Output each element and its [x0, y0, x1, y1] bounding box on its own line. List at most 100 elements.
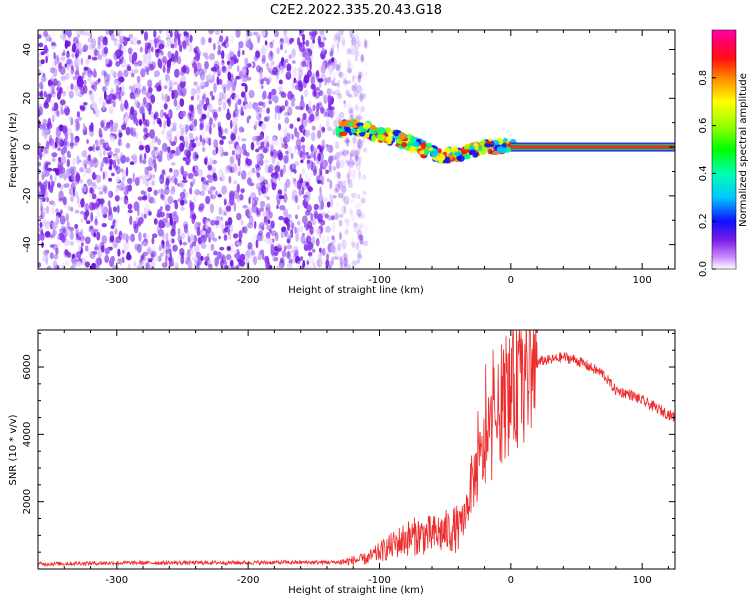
- spectrogram-noise-point: [45, 55, 48, 64]
- doppler-trace-point: [503, 137, 508, 142]
- spectrogram-noise-point: [345, 174, 351, 179]
- spectrogram-noise-point: [326, 234, 330, 243]
- spectrogram-noise-point: [94, 218, 98, 226]
- spectrogram-noise-point: [340, 262, 344, 269]
- spectrogram-noise-point: [116, 176, 120, 183]
- spectrogram-noise-point: [315, 109, 320, 117]
- spectrogram-noise-point: [190, 88, 197, 96]
- spectrogram-noise-point: [234, 102, 238, 111]
- spectrogram-noise-point: [236, 196, 240, 203]
- spectrogram-noise-point: [343, 205, 347, 214]
- spectrogram-noise-point: [200, 255, 204, 261]
- spectrogram-noise-point: [250, 251, 254, 261]
- spectrogram-noise-point: [144, 110, 147, 119]
- spectrogram-noise-point: [206, 252, 210, 261]
- colorbar-tick-label: 0.4: [698, 165, 709, 181]
- spectrogram-noise-point: [213, 63, 220, 73]
- spectrogram-noise-point: [256, 112, 262, 121]
- spectrogram-noise-point: [132, 220, 137, 230]
- spectrogram-noise-point: [354, 149, 359, 159]
- spectrogram-noise-point: [280, 38, 284, 43]
- spectrogram-noise-point: [114, 148, 121, 154]
- spectrogram-noise-point: [177, 35, 181, 46]
- spectrogram-noise-point: [347, 178, 353, 184]
- spectrogram-noise-point: [295, 105, 300, 110]
- spectrogram-noise-point: [55, 214, 60, 225]
- spectrogram-noise-point: [270, 243, 275, 253]
- spectrogram-noise-point: [328, 108, 335, 118]
- spectrogram-noise-point: [305, 235, 312, 244]
- spectrogram-noise-point: [256, 153, 261, 162]
- spectrogram-noise-point: [152, 120, 156, 125]
- spectrogram-noise-point: [263, 187, 269, 194]
- doppler-trace-point: [363, 122, 371, 130]
- spectrogram-noise-point: [151, 266, 155, 269]
- doppler-trace-point: [468, 149, 477, 156]
- spectrogram-noise-point: [64, 132, 69, 141]
- spectrogram-noise-point: [208, 72, 212, 81]
- spectrogram-noise-point: [180, 232, 186, 240]
- spectrogram-noise-point: [354, 161, 360, 167]
- spectrogram-noise-point: [312, 104, 316, 111]
- spectrogram-noise-point: [247, 222, 254, 229]
- spectrogram-noise-point: [347, 93, 352, 98]
- spectrogram-noise-point: [324, 213, 329, 219]
- doppler-trace-point: [369, 124, 376, 131]
- snr-xlabel: Height of straight line (km): [288, 585, 424, 596]
- spectrogram-noise-point: [219, 139, 224, 145]
- spectrogram-noise-point: [140, 260, 147, 268]
- spectrogram-noise-point: [61, 154, 66, 165]
- spectrogram-noise-point: [338, 219, 343, 227]
- spectrogram-noise-point: [310, 146, 317, 156]
- spectrogram-noise-point: [157, 228, 164, 237]
- spectrogram-noise-point: [217, 106, 222, 112]
- spectrogram-noise-point: [268, 164, 274, 173]
- spectrogram-noise-point: [133, 155, 138, 165]
- spectrogram-noise-point: [38, 109, 41, 118]
- spectrogram-noise-point: [364, 70, 368, 77]
- spectrogram-noise-point: [329, 73, 333, 79]
- spectrogram-noise-point: [352, 139, 359, 148]
- spectrogram-noise-point: [63, 183, 70, 189]
- spectrogram-noise-point: [219, 246, 225, 251]
- spectrogram-noise-point: [193, 170, 199, 177]
- snr-series-line: [38, 330, 675, 567]
- spectrogram-noise-point: [43, 129, 50, 134]
- spectrogram-noise-point: [336, 151, 340, 159]
- spectrogram-noise-point: [223, 260, 228, 265]
- spectrogram-noise-point: [46, 266, 51, 269]
- spectrogram-noise-point: [104, 58, 110, 65]
- colorbar-label: Normalized spectral amplitude: [738, 73, 749, 227]
- spectrogram-noise-point: [261, 30, 266, 38]
- spectrogram-noise-point: [264, 159, 270, 164]
- spectrogram-noise-point: [166, 212, 169, 219]
- spectrogram-noise-point: [171, 257, 175, 267]
- spectrogram-noise-point: [169, 30, 173, 38]
- spectrogram-noise-point: [218, 235, 221, 240]
- spectrogram-noise-point: [284, 49, 287, 54]
- spectrogram-noise-point: [336, 64, 342, 70]
- spectrogram-noise-point: [174, 50, 179, 60]
- spectrogram-noise-point: [305, 197, 310, 203]
- spectrogram-noise-point: [302, 33, 305, 42]
- spectrogram-noise-point: [232, 233, 239, 239]
- spectrogram-noise-point: [193, 68, 199, 77]
- spectrogram-noise-point: [192, 126, 197, 132]
- spectrogram-noise-point: [119, 257, 123, 266]
- spectrogram-noise-point: [308, 99, 312, 108]
- spectrogram-noise-point: [109, 135, 116, 143]
- spectrogram-noise-point: [132, 52, 138, 62]
- spectrogram-noise-point: [150, 178, 157, 187]
- spectrogram-noise-point: [272, 66, 278, 76]
- spectrogram-noise-point: [119, 196, 125, 201]
- spectrogram-noise-point: [174, 202, 179, 210]
- doppler-trace-point: [376, 127, 386, 135]
- spectrogram-noise-point: [173, 199, 178, 204]
- spectrogram-noise-point: [72, 36, 79, 44]
- spectrogram-noise-point: [303, 223, 308, 229]
- spectrogram-noise-point: [320, 219, 326, 226]
- spectrogram-noise-point: [208, 137, 211, 146]
- spectrogram-noise-point: [304, 52, 311, 61]
- spectrogram-noise-point: [237, 262, 241, 267]
- spectrogram-noise-point: [354, 50, 360, 58]
